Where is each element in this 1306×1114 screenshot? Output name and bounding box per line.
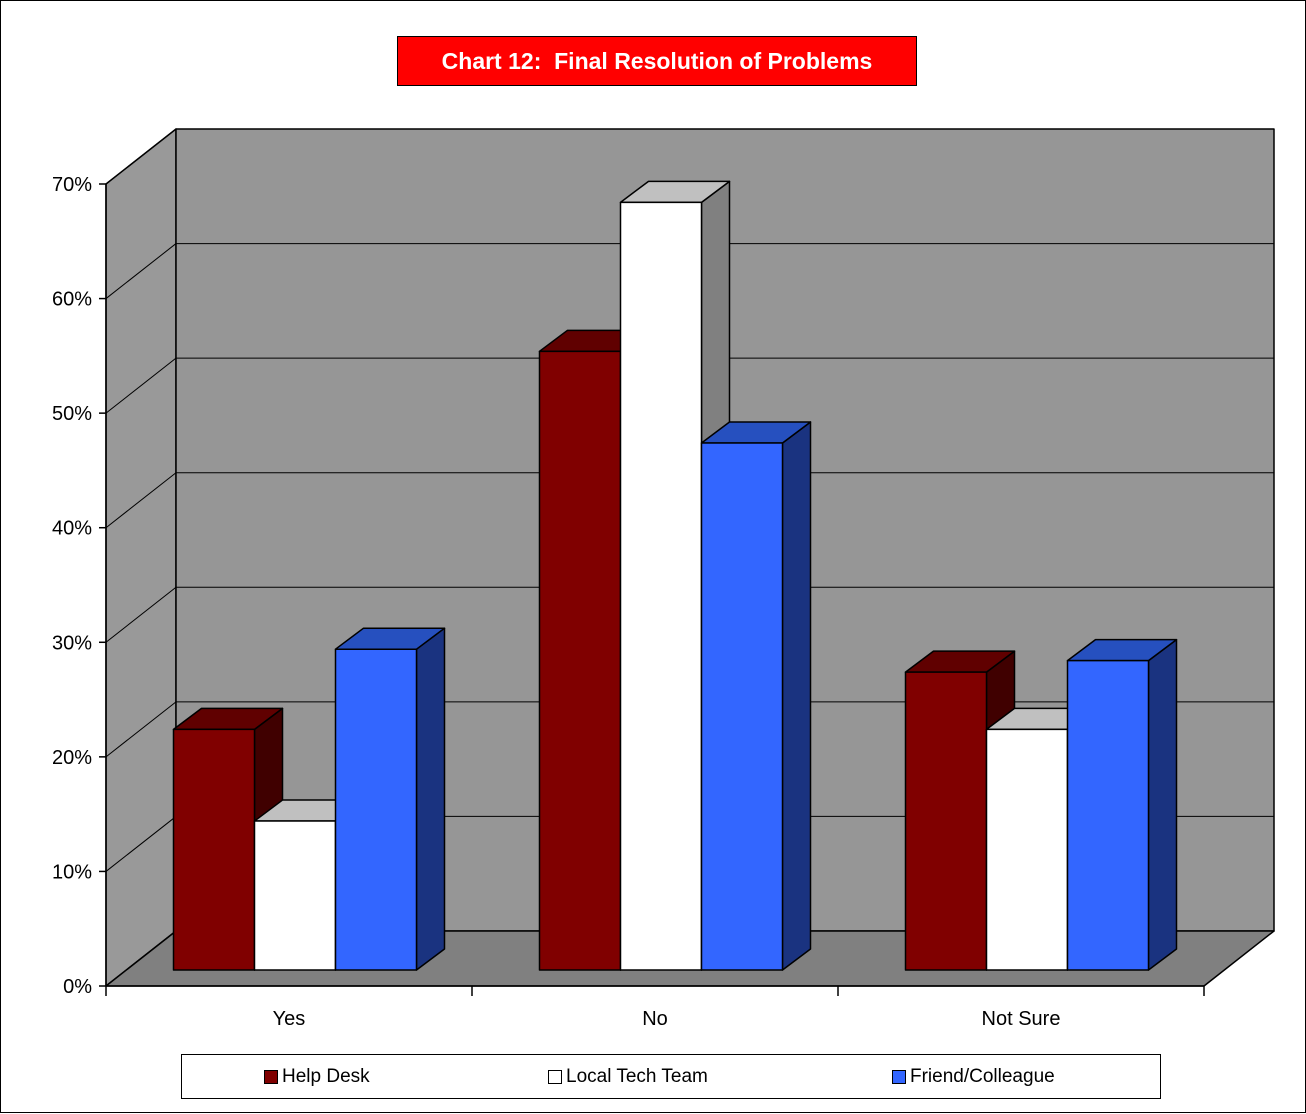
legend-swatch-local-tech-team (548, 1069, 562, 1084)
bar-no-local-tech-team (619, 201, 703, 971)
bar-yes-help-desk (172, 728, 256, 971)
y-tick-label: 50% (52, 403, 92, 425)
x-tick-label: Not Sure (982, 1008, 1061, 1030)
legend-item-friend-colleague: Friend/Colleague (892, 1055, 1055, 1098)
gridline-side (105, 128, 177, 185)
bar-no-friend-colleague (700, 442, 784, 971)
legend-label-help-desk: Help Desk (282, 1065, 370, 1087)
gridline-side (105, 472, 177, 529)
chart-title: Chart 12: Final Resolution of Problems (397, 36, 917, 86)
legend-label-friend-colleague: Friend/Colleague (910, 1065, 1055, 1087)
gridline-side (105, 816, 177, 872)
bar-yes-friend-colleague (334, 648, 418, 971)
y-tick-label: 10% (52, 861, 92, 883)
bar-not-sure-local-tech-team (985, 728, 1069, 971)
legend-item-help-desk: Help Desk (264, 1055, 370, 1098)
bar-no-friend-colleague-side (781, 421, 812, 971)
y-tick-label: 20% (52, 747, 92, 769)
y-tick-label: 60% (52, 289, 92, 311)
bar-yes-local-tech-team (253, 820, 337, 971)
bar-not-sure-friend-colleague (1066, 659, 1150, 971)
bar-not-sure-friend-colleague-side (1147, 638, 1178, 971)
x-tick-label: Yes (273, 1008, 306, 1030)
bar-yes-friend-colleague-side (415, 627, 446, 971)
legend-item-local-tech-team: Local Tech Team (548, 1055, 708, 1098)
side-wall (105, 128, 177, 987)
legend-label-local-tech-team: Local Tech Team (566, 1065, 708, 1087)
y-tick-label: 70% (52, 174, 92, 196)
y-tick-label: 0% (63, 976, 92, 998)
legend-swatch-help-desk (264, 1069, 278, 1084)
y-tick-label: 30% (52, 632, 92, 654)
gridline-side (105, 586, 177, 643)
legend-swatch-friend-colleague (892, 1069, 906, 1084)
gridline-side (105, 357, 177, 414)
gridline-side (105, 701, 177, 758)
x-tick-label: No (642, 1008, 668, 1030)
bar-no-help-desk (538, 350, 622, 971)
gridline-side (105, 243, 177, 299)
bar-not-sure-help-desk (904, 671, 988, 971)
legend: Help Desk Local Tech Team Friend/Colleag… (181, 1054, 1161, 1099)
y-tick-label: 40% (52, 518, 92, 540)
